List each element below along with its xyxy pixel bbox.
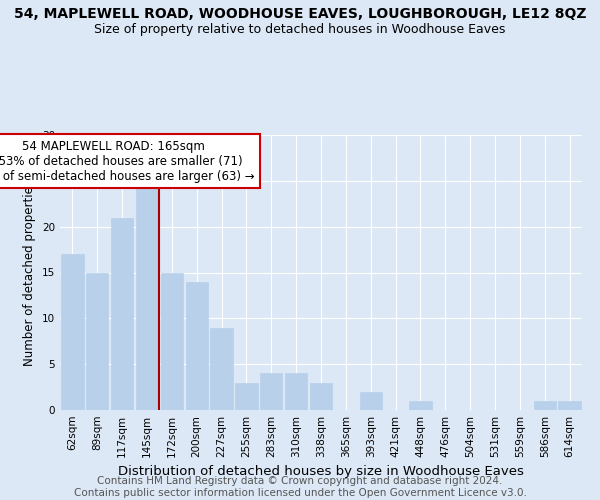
Bar	[111, 218, 133, 410]
Bar	[533, 401, 556, 410]
Bar	[61, 254, 83, 410]
Bar	[559, 401, 581, 410]
Bar	[185, 282, 208, 410]
Text: 54 MAPLEWELL ROAD: 165sqm
← 53% of detached houses are smaller (71)
47% of semi-: 54 MAPLEWELL ROAD: 165sqm ← 53% of detac…	[0, 140, 254, 182]
X-axis label: Distribution of detached houses by size in Woodhouse Eaves: Distribution of detached houses by size …	[118, 466, 524, 478]
Bar	[86, 272, 109, 410]
Bar	[310, 382, 332, 410]
Bar	[260, 374, 283, 410]
Text: Size of property relative to detached houses in Woodhouse Eaves: Size of property relative to detached ho…	[94, 22, 506, 36]
Y-axis label: Number of detached properties: Number of detached properties	[23, 180, 37, 366]
Text: Contains HM Land Registry data © Crown copyright and database right 2024.
Contai: Contains HM Land Registry data © Crown c…	[74, 476, 526, 498]
Bar	[136, 181, 158, 410]
Bar	[235, 382, 257, 410]
Bar	[285, 374, 307, 410]
Text: 54, MAPLEWELL ROAD, WOODHOUSE EAVES, LOUGHBOROUGH, LE12 8QZ: 54, MAPLEWELL ROAD, WOODHOUSE EAVES, LOU…	[14, 8, 586, 22]
Bar	[161, 272, 183, 410]
Bar	[409, 401, 431, 410]
Bar	[211, 328, 233, 410]
Bar	[359, 392, 382, 410]
